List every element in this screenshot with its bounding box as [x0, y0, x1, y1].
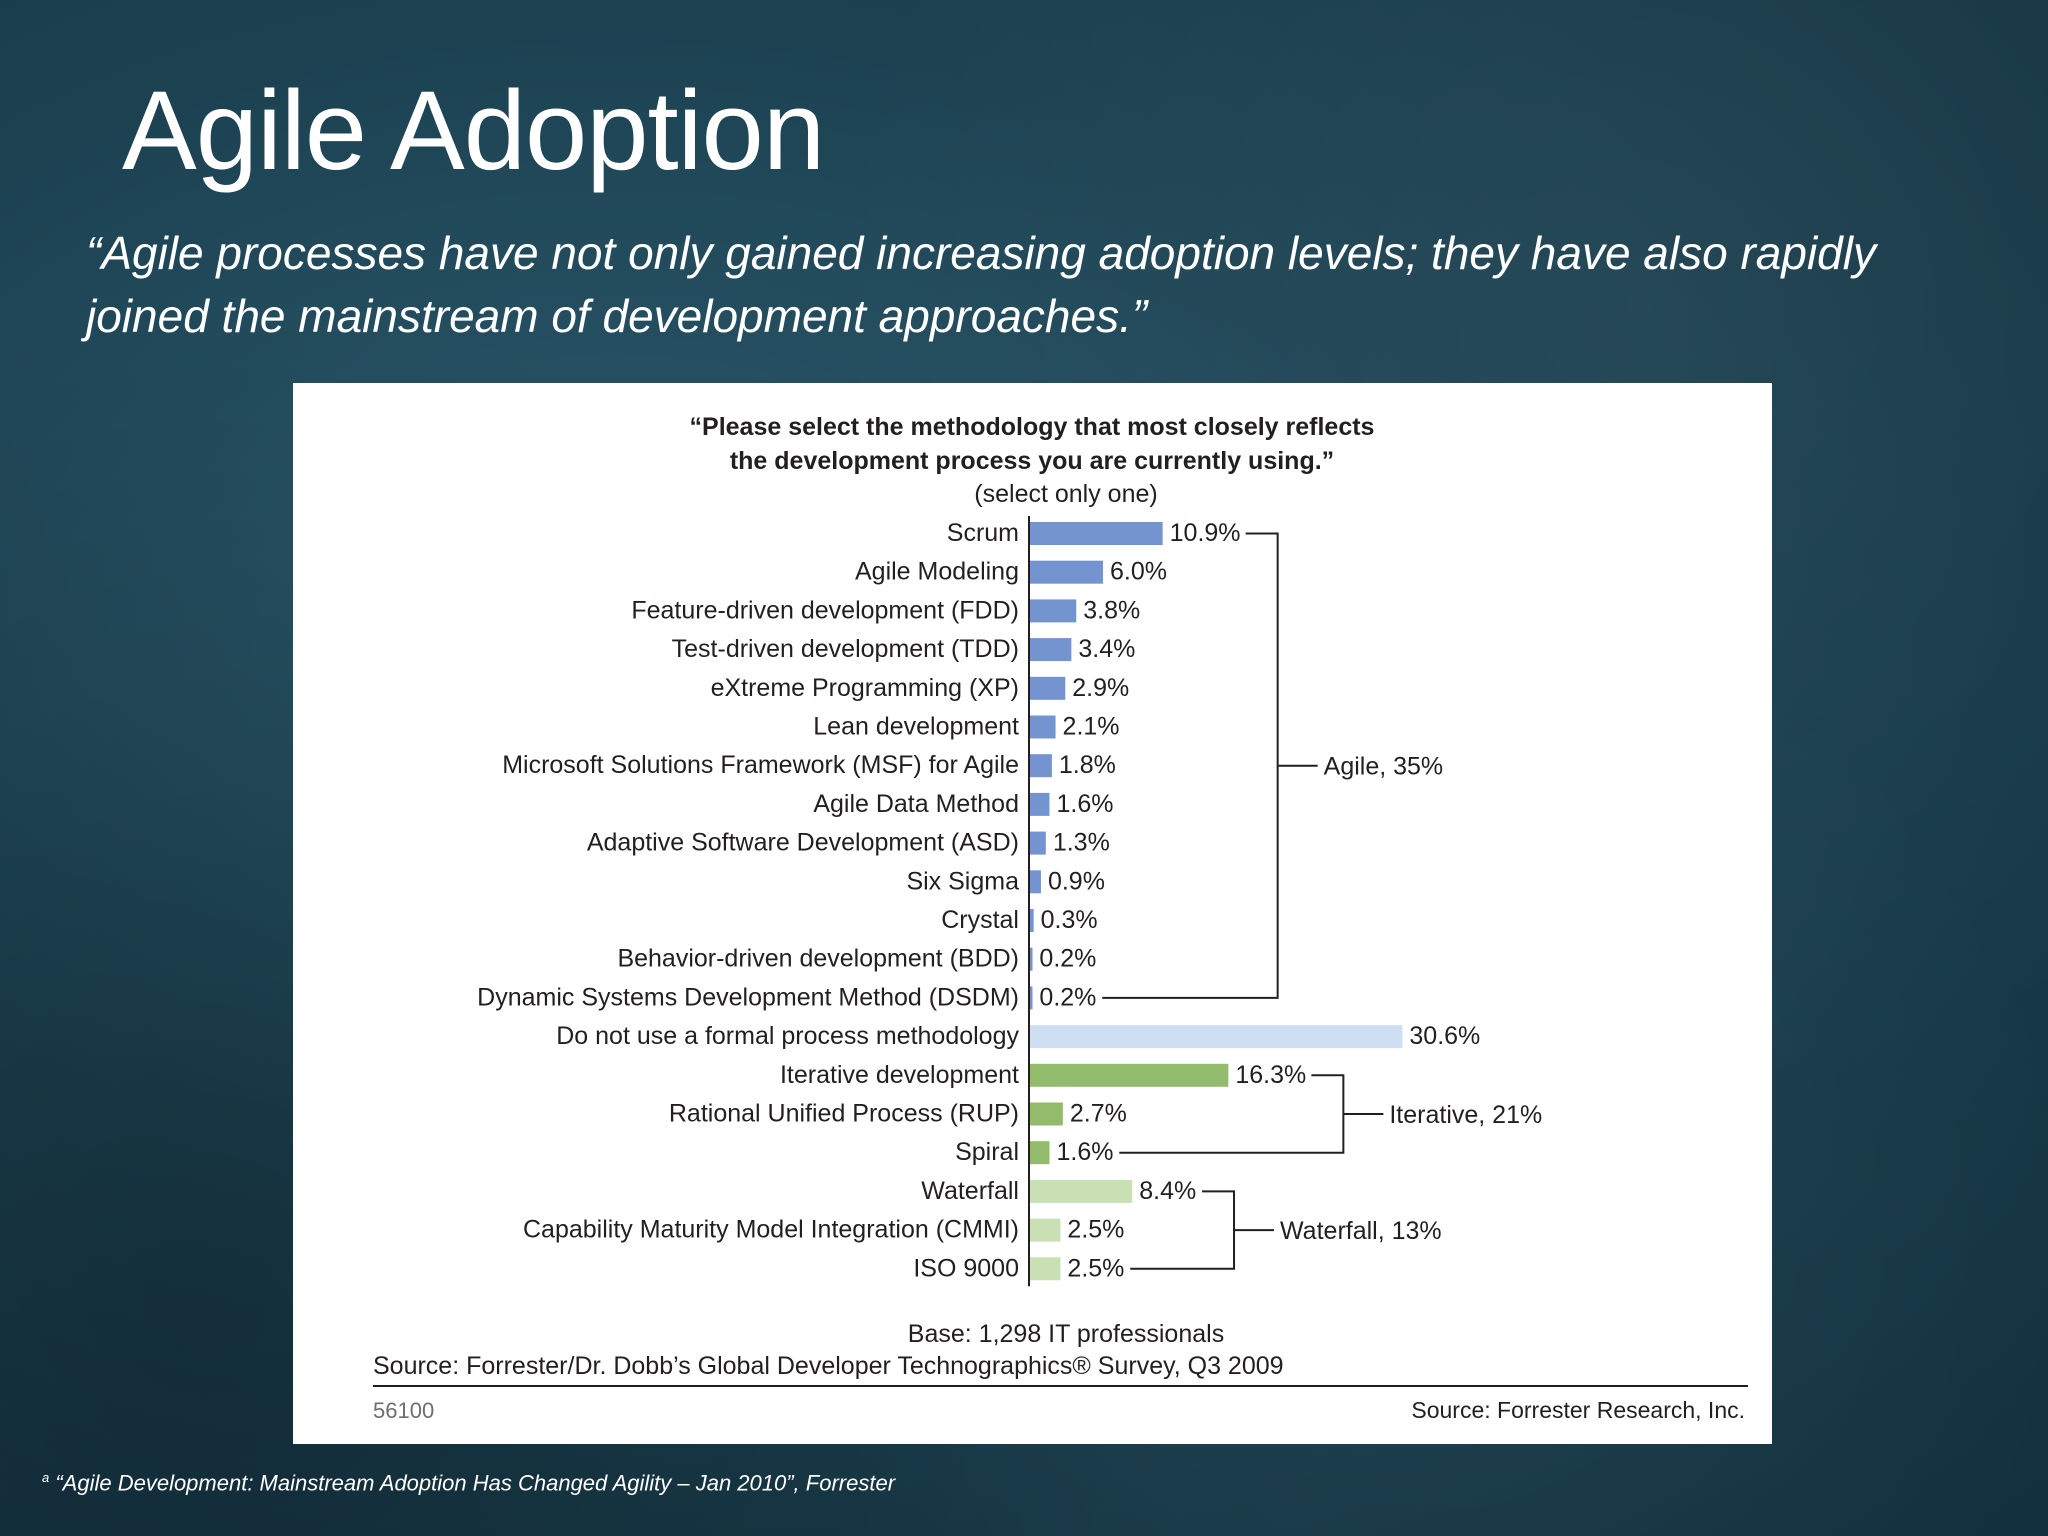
value-label: 2.5%	[1067, 1216, 1124, 1244]
bar	[1030, 754, 1052, 778]
category-label: Lean development	[813, 713, 1019, 741]
bar	[1030, 1025, 1403, 1049]
value-label: 3.4%	[1078, 635, 1135, 663]
bar	[1030, 947, 1033, 971]
value-label: 3.8%	[1083, 596, 1140, 624]
bar	[1030, 792, 1050, 816]
bar	[1030, 638, 1072, 662]
value-label: 10.9%	[1170, 519, 1241, 547]
bar	[1030, 1179, 1133, 1203]
chart-panel: “Please select the methodology that most…	[293, 383, 1772, 1444]
chart-title-line-2: the development process you are currentl…	[730, 447, 1334, 475]
bar	[1030, 715, 1056, 739]
value-label: 1.8%	[1059, 751, 1116, 779]
slide-quote: “Agile processes have not only gained in…	[86, 227, 1876, 342]
group-bracket	[1119, 1074, 1345, 1154]
bar	[1030, 560, 1104, 584]
value-label: 0.2%	[1039, 945, 1096, 973]
bar	[1030, 1257, 1061, 1281]
group-label: Waterfall, 13%	[1280, 1217, 1442, 1245]
base-note: Base: 1,298 IT professionals	[908, 1320, 1224, 1348]
chart-subtitle: (select only one)	[974, 480, 1157, 508]
bar	[1030, 909, 1034, 932]
group-label: Agile, 35%	[1324, 753, 1444, 781]
bar	[1030, 1141, 1050, 1165]
footnote-marker: a	[42, 1470, 50, 1485]
footnote: a “Agile Development: Mainstream Adoptio…	[42, 1470, 895, 1496]
category-label: Iterative development	[780, 1061, 1019, 1089]
value-label: 2.9%	[1072, 674, 1129, 702]
category-label: Feature-driven development (FDD)	[631, 596, 1019, 624]
bar	[1030, 870, 1041, 894]
bar	[1030, 1063, 1229, 1087]
group-bracket	[1102, 532, 1279, 999]
value-label: 6.0%	[1110, 558, 1167, 586]
bar	[1030, 522, 1163, 545]
value-label: 8.4%	[1139, 1177, 1196, 1205]
category-label: Microsoft Solutions Framework (MSF) for …	[502, 751, 1019, 779]
bar	[1030, 986, 1033, 1010]
category-label: Agile Data Method	[813, 790, 1019, 818]
source-credit: Source: Forrester Research, Inc.	[1411, 1397, 1745, 1423]
value-label: 1.6%	[1056, 1138, 1113, 1166]
category-label: Agile Modeling	[855, 558, 1019, 586]
bars-layer: Scrum 10.9% Agile Modeling 6.0% Feature-driv…	[477, 516, 1480, 1287]
source-line: Source: Forrester/Dr. Dobb’s Global Deve…	[373, 1352, 1284, 1380]
category-label: Crystal	[941, 906, 1019, 934]
category-label: Scrum	[947, 519, 1019, 547]
value-label: 1.3%	[1053, 829, 1110, 857]
category-label: Dynamic Systems Development Method (DSDM…	[477, 983, 1019, 1011]
value-label: 30.6%	[1409, 1022, 1480, 1050]
footnote-text: “Agile Development: Mainstream Adoption …	[49, 1470, 896, 1496]
category-label: ISO 9000	[913, 1254, 1019, 1282]
category-label: eXtreme Programming (XP)	[711, 674, 1019, 702]
category-label: Behavior-driven development (BDD)	[617, 945, 1019, 973]
value-label: 16.3%	[1235, 1061, 1306, 1089]
bar	[1030, 1218, 1061, 1242]
slide-title: Agile Adoption	[122, 68, 825, 193]
value-label: 0.3%	[1041, 906, 1098, 934]
brackets-layer: Agile, 35% Iterative, 21% Waterfall, 13%	[1102, 532, 1542, 1270]
bar-chart: “Please select the methodology that most…	[373, 413, 1748, 1423]
group-bracket	[1130, 1190, 1236, 1270]
bar	[1030, 676, 1066, 700]
chart-title-line-1: “Please select the methodology that most…	[690, 413, 1375, 441]
value-label: 0.9%	[1048, 867, 1105, 895]
category-label: Six Sigma	[906, 867, 1019, 895]
value-label: 2.1%	[1063, 713, 1120, 741]
value-label: 0.2%	[1039, 983, 1096, 1011]
category-label: Adaptive Software Development (ASD)	[587, 829, 1019, 857]
bar	[1030, 831, 1046, 855]
category-label: Capability Maturity Model Integration (C…	[523, 1216, 1019, 1244]
category-label: Rational Unified Process (RUP)	[669, 1100, 1019, 1128]
figure-id: 56100	[373, 1398, 434, 1423]
category-label: Waterfall	[921, 1177, 1019, 1205]
bar	[1030, 1102, 1063, 1126]
category-label: Spiral	[955, 1138, 1019, 1166]
category-label: Test-driven development (TDD)	[672, 635, 1019, 663]
value-label: 1.6%	[1056, 790, 1113, 818]
bar	[1030, 599, 1077, 623]
group-label: Iterative, 21%	[1389, 1101, 1542, 1129]
category-label: Do not use a formal process methodology	[556, 1022, 1019, 1050]
value-label: 2.7%	[1070, 1100, 1127, 1128]
value-label: 2.5%	[1067, 1254, 1124, 1282]
